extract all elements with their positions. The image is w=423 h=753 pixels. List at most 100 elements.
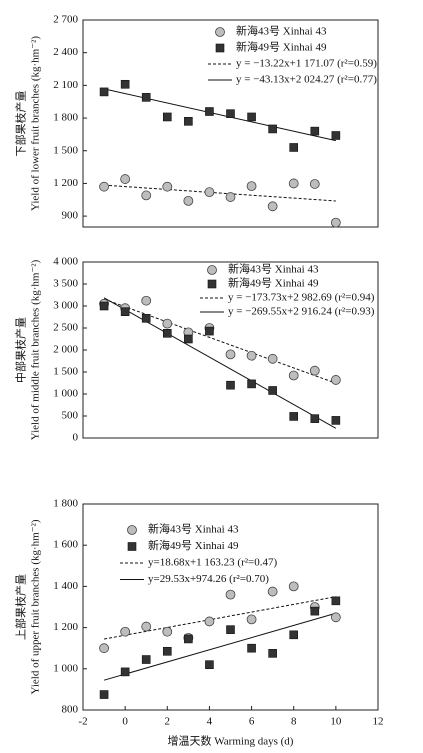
y-tick-label: 2 700 xyxy=(53,14,78,26)
legend-label: 新海49号 Xinhai 49 xyxy=(236,40,327,54)
data-point xyxy=(331,416,341,425)
data-point xyxy=(205,660,214,669)
legend-label: 新海49号 Xinhai 49 xyxy=(228,276,319,290)
legend-label: 新海43号 Xinhai 43 xyxy=(236,24,327,38)
data-point xyxy=(162,328,172,338)
data-point xyxy=(120,174,131,184)
data-point xyxy=(120,667,130,677)
y-tick-label: 1 600 xyxy=(53,539,78,551)
y-tick-label: 2 100 xyxy=(53,79,78,91)
data-point xyxy=(289,143,299,152)
data-point xyxy=(247,379,256,389)
data-point xyxy=(205,107,214,116)
data-point xyxy=(162,626,173,637)
data-point xyxy=(289,412,299,421)
legend-label: 新海43号 Xinhai 43 xyxy=(148,522,239,536)
data-point xyxy=(246,614,257,625)
y-axis-label: 上部果枝产量 xyxy=(14,574,28,640)
x-tick-label: 12 xyxy=(373,716,384,728)
y-axis-label: 中部果枝产量 xyxy=(14,317,28,383)
data-point xyxy=(268,649,277,658)
y-tick-label: 800 xyxy=(62,704,79,716)
y-tick-label: 1 400 xyxy=(53,580,78,592)
data-point xyxy=(162,181,173,192)
fit-line xyxy=(104,184,336,202)
legend-label: y = −269.55x+2 916.24 (r²=0.93) xyxy=(228,306,375,318)
data-point xyxy=(162,646,172,656)
data-point xyxy=(225,589,236,600)
y-axis-label: 下部果枝产量 xyxy=(14,91,28,157)
data-point xyxy=(141,655,151,664)
data-point xyxy=(141,314,151,323)
data-point xyxy=(162,318,173,329)
data-point xyxy=(246,350,257,361)
plot-frame xyxy=(82,19,379,228)
data-point xyxy=(267,353,278,364)
data-point xyxy=(267,201,278,212)
data-point xyxy=(310,606,320,616)
data-point xyxy=(331,131,341,140)
y-tick-label: 1 200 xyxy=(53,621,78,633)
data-point xyxy=(309,179,320,189)
legend-label: y=29.53x+974.26 (r²=0.70) xyxy=(148,573,269,585)
legend-label: y=18.68x+1 163.23 (r²=0.47) xyxy=(148,557,277,569)
data-point xyxy=(99,643,109,654)
legend-label: y = −173.73x+2 982.69 (r²=0.94) xyxy=(228,292,375,304)
data-point xyxy=(226,380,235,390)
y-tick-label: 3 500 xyxy=(53,278,78,290)
x-tick-label: 6 xyxy=(249,716,255,728)
legend-label: 新海43号 Xinhai 43 xyxy=(228,262,319,276)
y-tick-label: 2 000 xyxy=(53,344,78,356)
y-tick-label: 3 000 xyxy=(53,300,78,312)
data-point xyxy=(204,616,215,627)
data-point xyxy=(141,621,152,632)
data-point xyxy=(99,181,109,192)
x-axis-label: 增温天数 Warming days (d) xyxy=(168,734,294,748)
data-point xyxy=(205,326,214,336)
y-tick-label: 900 xyxy=(62,210,79,222)
data-point xyxy=(330,217,341,228)
x-tick-label: -2 xyxy=(78,716,87,728)
x-tick-label: 4 xyxy=(207,716,213,728)
data-point xyxy=(184,634,193,644)
data-point xyxy=(310,126,320,136)
data-point xyxy=(204,187,215,198)
data-point xyxy=(310,414,320,423)
data-point xyxy=(226,625,235,634)
data-point xyxy=(184,117,193,126)
legend-label: y = −13.22x+1 171.07 (r²=0.59) xyxy=(236,58,377,70)
data-point xyxy=(289,630,299,640)
y-axis-label: Yield of middle fruit branches (kg·hm⁻²) xyxy=(30,259,42,440)
legend-marker xyxy=(215,43,225,53)
data-point xyxy=(330,375,341,385)
data-point xyxy=(226,109,235,118)
data-point xyxy=(288,581,299,592)
y-axis-label: Yield of upper fruit branches (kg·hm⁻²) xyxy=(30,519,42,694)
fit-line xyxy=(103,88,336,142)
fit-line xyxy=(103,596,336,640)
y-tick-label: 2 400 xyxy=(53,46,78,58)
legend-marker xyxy=(207,265,217,275)
y-tick-label: 4 000 xyxy=(53,256,78,268)
fit-line xyxy=(103,612,336,681)
y-tick-label: 500 xyxy=(62,410,79,422)
x-tick-label: 10 xyxy=(330,716,342,728)
data-point xyxy=(246,181,257,192)
y-tick-label: 1 800 xyxy=(53,498,78,510)
x-tick-label: 2 xyxy=(165,716,171,728)
data-point xyxy=(330,612,341,623)
data-point xyxy=(99,301,109,311)
data-point xyxy=(247,643,256,653)
data-point xyxy=(120,307,130,317)
legend-marker xyxy=(127,542,137,551)
fit-line xyxy=(103,298,337,384)
data-point xyxy=(288,178,299,189)
data-point xyxy=(267,586,278,597)
data-point xyxy=(184,334,193,344)
data-point xyxy=(99,87,109,97)
y-tick-label: 1 500 xyxy=(53,366,78,378)
x-tick-label: 0 xyxy=(122,716,128,728)
data-point xyxy=(141,93,151,102)
